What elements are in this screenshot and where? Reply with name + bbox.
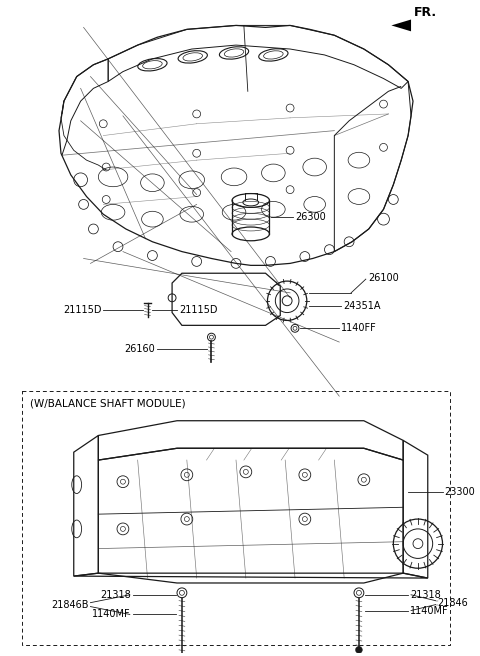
Text: 1140MF: 1140MF xyxy=(92,609,131,619)
Text: 26160: 26160 xyxy=(125,344,156,354)
Text: 21318: 21318 xyxy=(410,590,441,600)
Polygon shape xyxy=(391,20,411,31)
Text: 24351A: 24351A xyxy=(343,300,381,311)
Text: 21846B: 21846B xyxy=(51,600,88,609)
Text: 21318: 21318 xyxy=(100,590,131,600)
Text: 26100: 26100 xyxy=(368,273,398,283)
Bar xyxy=(22,391,450,645)
Circle shape xyxy=(356,646,362,653)
Text: (W/BALANCE SHAFT MODULE): (W/BALANCE SHAFT MODULE) xyxy=(29,398,185,408)
Text: 21115D: 21115D xyxy=(179,304,217,315)
Text: 23300: 23300 xyxy=(444,487,475,497)
Text: 21846: 21846 xyxy=(438,598,468,607)
Text: 21115D: 21115D xyxy=(63,304,101,315)
Text: 1140FF: 1140FF xyxy=(341,323,377,333)
Text: 26300: 26300 xyxy=(295,212,326,222)
Text: 1140MF: 1140MF xyxy=(410,605,449,615)
Text: FR.: FR. xyxy=(414,5,437,18)
